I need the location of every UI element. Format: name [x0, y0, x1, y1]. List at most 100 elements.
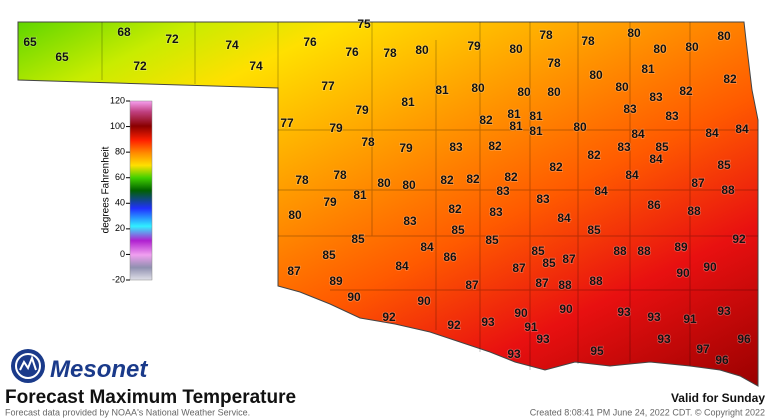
station-temp: 96	[715, 353, 729, 367]
station-temp: 80	[402, 178, 416, 192]
station-temp: 86	[647, 198, 661, 212]
station-temp: 83	[665, 109, 679, 123]
station-temp: 97	[696, 342, 710, 356]
station-temp: 85	[351, 232, 365, 246]
station-temp: 65	[55, 50, 69, 64]
station-temp: 84	[735, 122, 749, 136]
station-temp: 78	[295, 173, 309, 187]
station-temp: 85	[485, 233, 499, 247]
station-temp: 80	[653, 42, 667, 56]
created-note: Created 8:08:41 PM June 24, 2022 CDT. © …	[530, 407, 765, 417]
station-temp: 90	[703, 260, 717, 274]
station-temp: 87	[512, 261, 526, 275]
station-temp: 84	[649, 152, 663, 166]
station-temp: 81	[529, 109, 543, 123]
station-temp: 90	[559, 302, 573, 316]
station-temp: 88	[613, 244, 627, 258]
county-lines	[101, 22, 758, 370]
station-temp: 87	[287, 264, 301, 278]
station-temp: 81	[401, 95, 415, 109]
station-temp: 82	[466, 172, 480, 186]
station-temp: 84	[705, 126, 719, 140]
source-note: Forecast data provided by NOAA's Nationa…	[5, 407, 250, 417]
station-temp: 93	[481, 315, 495, 329]
station-temp: 84	[557, 211, 571, 225]
station-temp: 83	[496, 184, 510, 198]
logo: Mesonet	[11, 349, 148, 383]
station-temp: 87	[562, 252, 576, 266]
station-temp: 77	[280, 116, 294, 130]
station-temp: 87	[535, 276, 549, 290]
station-temp: 81	[353, 188, 367, 202]
station-temp: 80	[377, 176, 391, 190]
state-shape	[17, 21, 759, 387]
station-temp: 83	[403, 214, 417, 228]
station-temp: 75	[357, 17, 371, 31]
station-temp: 80	[509, 42, 523, 56]
valid-day: Valid for Sunday	[671, 391, 765, 405]
station-temp: 87	[465, 278, 479, 292]
station-temp: 81	[435, 83, 449, 97]
station-temp: 89	[674, 240, 688, 254]
station-temp: 83	[617, 140, 631, 154]
station-temp: 86	[443, 250, 457, 264]
logo-text: Mesonet	[50, 356, 148, 383]
station-temp: 76	[345, 45, 359, 59]
colorbar-tick-label: 100	[110, 121, 125, 131]
station-temp: 79	[399, 141, 413, 155]
station-temp: 85	[717, 158, 731, 172]
station-temp: 82	[448, 202, 462, 216]
station-temp: 88	[558, 278, 572, 292]
station-temp: 90	[676, 266, 690, 280]
station-temp: 77	[321, 79, 335, 93]
station-temp: 83	[623, 102, 637, 116]
colorbar-tick-label: 20	[115, 223, 125, 233]
station-temp: 78	[361, 135, 375, 149]
station-temp: 82	[723, 72, 737, 86]
title: Forecast Maximum Temperature	[5, 387, 296, 408]
station-temp: 80	[517, 85, 531, 99]
station-temp: 76	[303, 35, 317, 49]
station-temp: 82	[679, 84, 693, 98]
station-temp: 80	[685, 40, 699, 54]
station-temp: 81	[507, 107, 521, 121]
station-temp: 80	[547, 85, 561, 99]
station-temp: 85	[531, 244, 545, 258]
station-temp: 78	[539, 28, 553, 42]
station-temp: 96	[737, 332, 751, 346]
station-temp: 81	[529, 124, 543, 138]
colorbar-tick-label: 80	[115, 147, 125, 157]
station-temp: 85	[451, 223, 465, 237]
station-temp: 80	[288, 208, 302, 222]
station-temp: 82	[440, 173, 454, 187]
station-temp: 90	[417, 294, 431, 308]
station-temp: 78	[333, 168, 347, 182]
station-temp: 80	[589, 68, 603, 82]
station-temp: 82	[549, 160, 563, 174]
station-temp: 95	[590, 344, 604, 358]
station-temp: 85	[322, 248, 336, 262]
station-temp: 80	[415, 43, 429, 57]
station-temp: 84	[594, 184, 608, 198]
station-temp: 68	[117, 25, 131, 39]
station-temp: 74	[225, 38, 239, 52]
station-temp: 85	[542, 256, 556, 270]
station-temp: 80	[471, 81, 485, 95]
station-temp: 83	[649, 90, 663, 104]
station-temp: 74	[249, 59, 263, 73]
station-temp: 88	[721, 183, 735, 197]
station-temp: 79	[329, 121, 343, 135]
station-temp: 72	[133, 59, 147, 73]
station-temp: 82	[587, 148, 601, 162]
station-temp: 80	[573, 120, 587, 134]
station-temp: 84	[395, 259, 409, 273]
station-temp: 93	[507, 347, 521, 361]
station-temp: 90	[514, 306, 528, 320]
station-temp: 84	[631, 127, 645, 141]
station-temp: 79	[467, 39, 481, 53]
colorbar-tick-label: 60	[115, 172, 125, 182]
colorbar	[129, 100, 153, 281]
colorbar-tick-label: 0	[120, 249, 125, 259]
station-temp: 93	[617, 305, 631, 319]
